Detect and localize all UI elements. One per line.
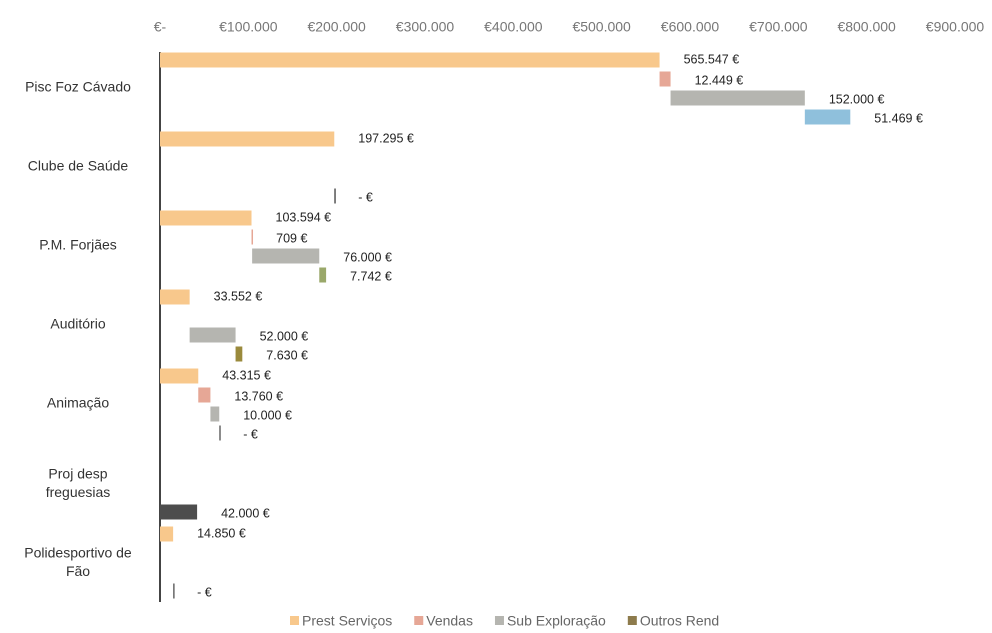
category-label: Proj desp freguesias bbox=[46, 465, 111, 499]
value-label: 12.449 € bbox=[695, 73, 744, 87]
x-tick-label: €200.000 bbox=[307, 19, 366, 35]
legend-swatch bbox=[494, 616, 504, 625]
bar bbox=[252, 248, 320, 264]
x-tick-label: €400.000 bbox=[484, 19, 543, 35]
x-tick-label: €300.000 bbox=[396, 19, 455, 35]
bar bbox=[160, 289, 190, 305]
value-label: 52.000 € bbox=[260, 329, 309, 343]
bar bbox=[210, 406, 220, 422]
legend-label: Vendas bbox=[426, 613, 473, 629]
bar bbox=[670, 90, 805, 106]
bar bbox=[219, 425, 221, 441]
legend-swatch bbox=[290, 616, 299, 625]
x-tick-label: €- bbox=[154, 19, 167, 35]
bar bbox=[160, 210, 252, 226]
value-label: 197.295 € bbox=[358, 131, 414, 145]
legend-label: Prest Serviços bbox=[302, 613, 392, 629]
category-label: Animação bbox=[47, 395, 109, 411]
value-label: 10.000 € bbox=[243, 408, 292, 422]
value-label: - € bbox=[243, 427, 258, 441]
x-tick-label: €800.000 bbox=[837, 19, 896, 35]
legend-label: Outros Rend bbox=[640, 613, 719, 629]
bar bbox=[160, 52, 660, 68]
x-tick-label: €900.000 bbox=[926, 19, 985, 35]
bar bbox=[160, 526, 174, 542]
x-tick-label: €500.000 bbox=[572, 19, 631, 35]
value-label: 42.000 € bbox=[221, 506, 270, 520]
value-label: 13.760 € bbox=[234, 389, 283, 403]
value-label: - € bbox=[358, 190, 373, 204]
value-label: 33.552 € bbox=[214, 289, 263, 303]
bar bbox=[160, 368, 199, 384]
bar bbox=[251, 229, 254, 245]
value-label: 76.000 € bbox=[343, 250, 392, 264]
value-label: 43.315 € bbox=[222, 368, 271, 382]
value-label: 709 € bbox=[276, 231, 307, 245]
category-label: Polidesportivo de Fão bbox=[24, 544, 132, 578]
value-label: 103.594 € bbox=[276, 210, 332, 224]
x-tick-label: €700.000 bbox=[749, 19, 808, 35]
bar bbox=[189, 327, 236, 343]
bar bbox=[160, 131, 335, 147]
legend-swatch bbox=[414, 616, 424, 625]
bar bbox=[659, 71, 671, 87]
bar bbox=[804, 109, 851, 125]
value-label: 14.850 € bbox=[197, 526, 246, 540]
category-label: Pisc Foz Cávado bbox=[25, 79, 131, 95]
bar bbox=[198, 387, 211, 403]
value-label: - € bbox=[197, 585, 212, 599]
value-label: 152.000 € bbox=[829, 92, 885, 106]
value-label: 565.547 € bbox=[684, 52, 740, 66]
category-label: Clube de Saúde bbox=[28, 158, 129, 174]
legend-label: Sub Exploração bbox=[507, 613, 606, 629]
bar bbox=[235, 346, 243, 362]
value-label: 7.630 € bbox=[266, 348, 308, 362]
category-label: Auditório bbox=[50, 316, 105, 332]
value-label: 7.742 € bbox=[350, 269, 392, 283]
category-label: P.M. Forjães bbox=[39, 237, 117, 253]
bar bbox=[319, 267, 327, 283]
x-tick-label: €600.000 bbox=[661, 19, 720, 35]
x-tick-label: €100.000 bbox=[219, 19, 278, 35]
bar bbox=[334, 188, 336, 204]
legend-swatch bbox=[627, 616, 637, 625]
bar bbox=[173, 583, 175, 599]
value-label: 51.469 € bbox=[874, 111, 923, 125]
bar bbox=[160, 504, 198, 520]
